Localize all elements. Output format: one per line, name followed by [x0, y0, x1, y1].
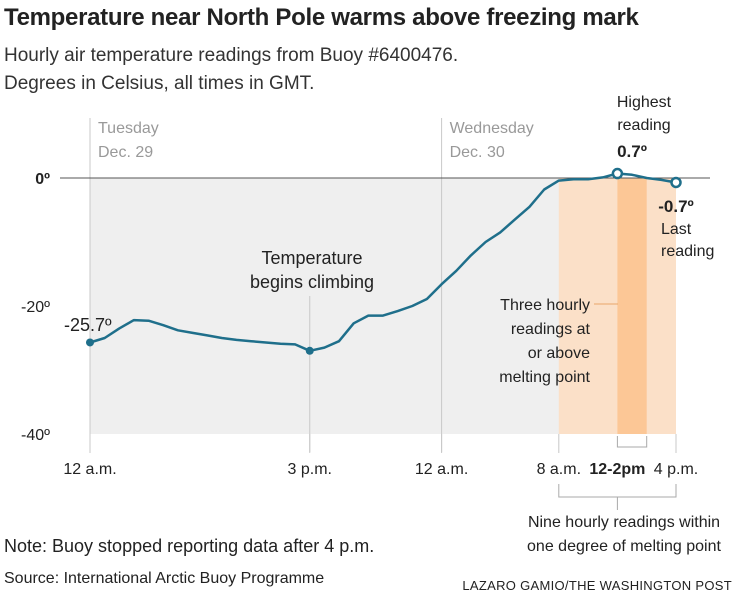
- y-tick-label: 0º: [35, 171, 50, 188]
- start-reading-point: [86, 338, 94, 347]
- x-tick-label: 3 p.m.: [288, 461, 332, 478]
- day-label: Dec. 29: [98, 144, 153, 161]
- last-value-label: -0.7º: [658, 197, 694, 216]
- last-reading-point: [670, 176, 682, 189]
- three-readings-label: or above: [528, 345, 590, 362]
- x-tick-label: 12 a.m.: [63, 461, 116, 478]
- day-label: Tuesday: [98, 120, 159, 137]
- day-label: Dec. 30: [450, 144, 505, 161]
- start-value-label: -25.7º: [64, 315, 112, 335]
- x-tick-label: 8 a.m.: [537, 461, 581, 478]
- climb-label: Temperature: [261, 248, 362, 268]
- subtitle-line-2: Degrees in Celsius, all times in GMT.: [4, 73, 315, 94]
- chart-subtitle: Hourly air temperature readings from Buo…: [4, 42, 458, 98]
- nine-readings-label: one degree of melting point: [527, 538, 721, 555]
- last-label: reading: [661, 243, 714, 260]
- within-one-degree-bracket: [558, 484, 677, 498]
- three-readings-label: melting point: [499, 369, 590, 386]
- last-label: Last: [661, 221, 692, 238]
- x-tick-label: 4 p.m.: [654, 461, 698, 478]
- highest-label: reading: [617, 117, 670, 134]
- subtitle-line-1: Hourly air temperature readings from Buo…: [4, 45, 459, 66]
- highest-label: Highest: [617, 94, 672, 111]
- three-readings-label: readings at: [511, 321, 591, 338]
- above-melting-bracket: [616, 436, 648, 448]
- temperature-series-line: [89, 172, 677, 353]
- chart-source: Source: International Arctic Buoy Progra…: [4, 570, 325, 587]
- x-tick-label: 12 a.m.: [415, 461, 468, 478]
- climb-label: begins climbing: [250, 272, 374, 292]
- y-tick-label: -20º: [21, 299, 50, 316]
- nine-readings-label: Nine hourly readings within: [528, 514, 720, 531]
- chart-title: Temperature near North Pole warms above …: [4, 4, 639, 31]
- chart-note: Note: Buoy stopped reporting data after …: [4, 536, 375, 556]
- band-above-melting: [617, 178, 647, 434]
- chart-credit: LAZARO GAMIO/THE WASHINGTON POST: [462, 578, 732, 593]
- x-tick-label: 12-2pm: [589, 461, 645, 478]
- highest-reading-point: [611, 167, 624, 180]
- three-readings-label: Three hourly: [500, 297, 590, 314]
- day-label: Wednesday: [450, 120, 534, 137]
- y-tick-label: -40º: [21, 427, 50, 444]
- climb-start-point: [305, 346, 314, 355]
- highest-value-label: 0.7º: [617, 142, 647, 161]
